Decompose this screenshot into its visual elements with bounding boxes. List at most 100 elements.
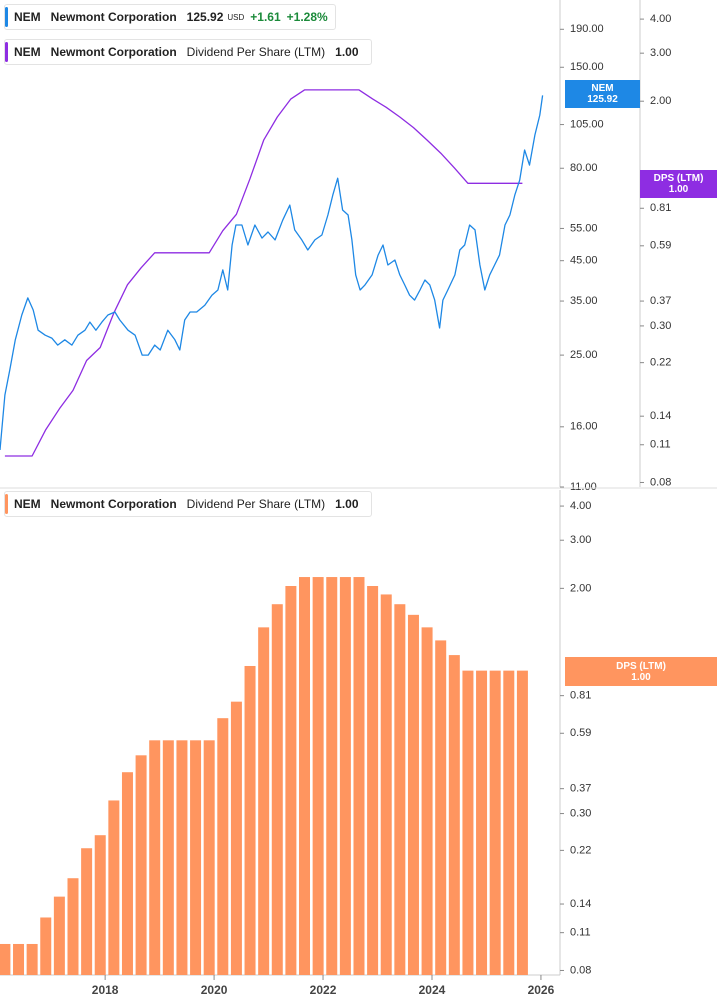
y-tick-label: 0.59 bbox=[650, 240, 671, 252]
bar bbox=[230, 701, 242, 975]
y-tick-label: 0.11 bbox=[650, 439, 671, 451]
badge-label: NEM bbox=[591, 83, 614, 94]
y-tick-label: 3.00 bbox=[570, 534, 591, 546]
bar bbox=[435, 640, 447, 975]
bar bbox=[258, 627, 270, 975]
bar bbox=[367, 586, 379, 975]
bar bbox=[462, 670, 474, 975]
badge-value: 1.00 bbox=[631, 671, 651, 683]
bar bbox=[0, 943, 11, 975]
y-tick-label: 190.00 bbox=[570, 23, 604, 35]
bar bbox=[149, 740, 161, 975]
series-line bbox=[4, 89, 523, 457]
bar bbox=[135, 755, 147, 975]
y-tick-label: 2.00 bbox=[570, 582, 591, 594]
legend-company: Newmont Corporation bbox=[50, 45, 177, 59]
legend-currency: USD bbox=[227, 12, 245, 22]
bar bbox=[190, 740, 202, 975]
legend-value: 1.00 bbox=[335, 497, 359, 511]
x-tick-label: 2020 bbox=[201, 983, 228, 997]
badge-label: DPS (LTM) bbox=[616, 660, 666, 672]
bar bbox=[516, 670, 528, 975]
legend-dps-bars: NEM Newmont Corporation Dividend Per Sha… bbox=[4, 491, 372, 517]
y-tick-label: 25.00 bbox=[570, 349, 598, 361]
badge-value: 1.00 bbox=[668, 184, 689, 195]
bar bbox=[67, 878, 79, 975]
bar bbox=[40, 917, 52, 975]
bar bbox=[53, 896, 65, 975]
y-tick-label: 0.11 bbox=[570, 927, 591, 939]
bar bbox=[108, 800, 120, 975]
x-tick-label: 2024 bbox=[419, 983, 446, 997]
badge-label: DPS (LTM) bbox=[653, 173, 704, 184]
y-tick-label: 80.00 bbox=[570, 162, 598, 174]
legend-company: Newmont Corporation bbox=[50, 10, 177, 24]
bar bbox=[203, 740, 215, 975]
y-tick-label: 45.00 bbox=[570, 255, 598, 267]
legend-metric: Dividend Per Share (LTM) bbox=[186, 45, 326, 59]
bar bbox=[217, 718, 229, 975]
dps-badge: DPS (LTM) 1.00 bbox=[640, 170, 717, 198]
legend-swatch bbox=[5, 7, 8, 27]
y-tick-label: 150.00 bbox=[570, 61, 604, 73]
bar bbox=[285, 586, 297, 975]
legend-company: Newmont Corporation bbox=[50, 497, 177, 511]
bar bbox=[162, 740, 174, 975]
legend-price-value: 125.92 bbox=[186, 10, 224, 24]
legend-swatch bbox=[5, 42, 8, 62]
y-tick-label: 0.30 bbox=[570, 807, 591, 819]
y-tick-label: 3.00 bbox=[650, 47, 671, 59]
y-tick-label: 0.08 bbox=[570, 964, 591, 976]
bar bbox=[81, 848, 93, 975]
bar bbox=[271, 604, 283, 975]
bar bbox=[94, 835, 106, 975]
bar bbox=[244, 665, 256, 975]
y-tick-label: 105.00 bbox=[570, 118, 604, 130]
bar bbox=[421, 627, 433, 975]
y-tick-label: 0.81 bbox=[570, 690, 591, 702]
bar bbox=[326, 577, 338, 975]
bar bbox=[176, 740, 188, 975]
y-tick-label: 0.59 bbox=[570, 727, 591, 739]
bar bbox=[407, 614, 419, 975]
y-tick-label: 0.14 bbox=[570, 898, 591, 910]
y-tick-label: 55.00 bbox=[570, 222, 598, 234]
series-line bbox=[0, 95, 544, 451]
y-tick-label: 35.00 bbox=[570, 295, 598, 307]
y-tick-label: 4.00 bbox=[650, 13, 671, 25]
legend-metric: Dividend Per Share (LTM) bbox=[186, 497, 326, 511]
y-tick-label: 0.22 bbox=[650, 357, 671, 369]
legend-ticker: NEM bbox=[14, 45, 41, 59]
y-tick-label: 0.37 bbox=[570, 783, 591, 795]
bar bbox=[312, 577, 324, 975]
bar bbox=[26, 943, 38, 975]
y-tick-label: 0.08 bbox=[650, 476, 671, 488]
legend-ticker: NEM bbox=[14, 497, 41, 511]
dps-bar-badge: DPS (LTM) 1.00 bbox=[565, 657, 717, 686]
bar bbox=[13, 943, 25, 975]
y-tick-label: 11.00 bbox=[570, 481, 597, 493]
legend-swatch bbox=[5, 494, 8, 514]
bar bbox=[299, 577, 311, 975]
y-tick-label: 0.22 bbox=[570, 844, 591, 856]
legend-value: 1.00 bbox=[335, 45, 359, 59]
bar bbox=[353, 577, 365, 975]
y-tick-label: 16.00 bbox=[570, 421, 598, 433]
bar bbox=[380, 594, 392, 975]
x-tick-label: 2018 bbox=[92, 983, 119, 997]
y-tick-label: 4.00 bbox=[570, 500, 591, 512]
legend-change-pct: +1.28% bbox=[286, 10, 328, 24]
bar bbox=[503, 670, 515, 975]
x-tick-label: 2022 bbox=[310, 983, 337, 997]
y-tick-label: 0.14 bbox=[650, 410, 671, 422]
y-tick-label: 0.81 bbox=[650, 202, 671, 214]
price-badge: NEM 125.92 bbox=[565, 80, 640, 108]
bar bbox=[448, 655, 460, 975]
legend-dps: NEM Newmont Corporation Dividend Per Sha… bbox=[4, 39, 372, 65]
legend-price: NEM Newmont Corporation 125.92 USD +1.61… bbox=[4, 4, 336, 30]
x-tick-label: 2026 bbox=[528, 983, 555, 997]
y-tick-label: 2.00 bbox=[650, 95, 671, 107]
bar bbox=[121, 772, 133, 975]
